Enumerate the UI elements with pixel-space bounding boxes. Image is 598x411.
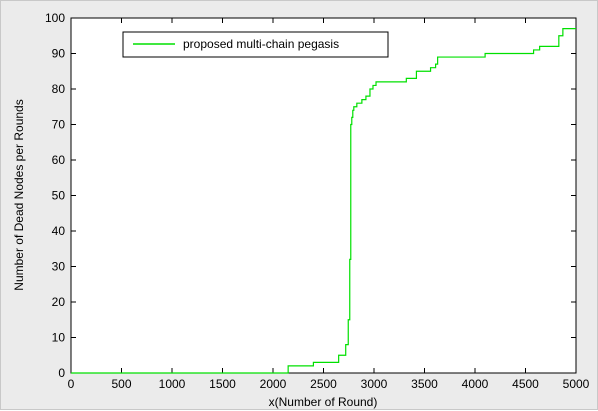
x-tick-label: 3500 — [411, 377, 438, 391]
ticks-layer: 0 500 1000 1500 2000 2500 3000 3500 4000 4500 5000… — [45, 11, 590, 391]
x-tick-label: 500 — [111, 377, 131, 391]
x-tick-label: 2000 — [260, 377, 287, 391]
x-tick-label: 1000 — [159, 377, 186, 391]
y-tick-label: 50 — [52, 189, 66, 203]
y-tick-label: 40 — [52, 224, 66, 238]
y-tick-label: 80 — [52, 82, 66, 96]
y-tick-label: 60 — [52, 153, 66, 167]
plot-area — [70, 17, 577, 374]
y-tick-label: 0 — [58, 366, 65, 380]
legend-entry: proposed multi-chain pegasis — [183, 37, 339, 51]
x-tick-label: 5000 — [563, 377, 590, 391]
x-tick-label: 4000 — [462, 377, 489, 391]
y-tick-label: 70 — [52, 118, 66, 132]
x-tick-label: 0 — [68, 377, 75, 391]
y-tick-label: 10 — [52, 331, 66, 345]
x-tick-label: 2500 — [310, 377, 337, 391]
x-tick-label: 1500 — [209, 377, 236, 391]
y-axis-label: Number of Dead Nodes per Rounds — [12, 99, 26, 290]
series-line-proposed-multi-chain-pegasis — [71, 28, 576, 374]
y-tick-label: 20 — [52, 295, 66, 309]
legend: proposed multi-chain pegasis — [122, 31, 389, 58]
y-tick-label: 90 — [52, 47, 66, 61]
y-tick-label: 100 — [45, 11, 65, 25]
x-tick-label: 4500 — [512, 377, 539, 391]
x-tick-label: 3000 — [361, 377, 388, 391]
x-axis-label: x(Number of Round) — [269, 395, 378, 409]
y-tick-label: 30 — [52, 260, 66, 274]
